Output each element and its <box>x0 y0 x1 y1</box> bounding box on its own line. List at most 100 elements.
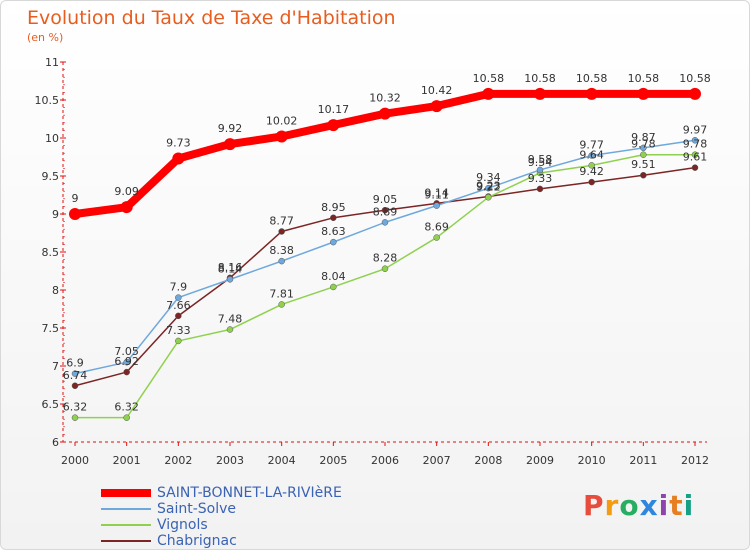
data-label: 9.11 <box>424 189 449 202</box>
data-point <box>585 87 598 100</box>
data-point <box>381 219 389 226</box>
legend-swatch <box>101 540 151 542</box>
data-point <box>534 87 546 100</box>
data-label: 10.58 <box>576 72 608 85</box>
data-point <box>71 382 79 390</box>
data-label: 8.16 <box>218 261 243 274</box>
data-label: 10.32 <box>369 92 401 105</box>
data-point <box>433 234 440 241</box>
y-tick-label: 9 <box>52 208 59 221</box>
data-label: 6.9 <box>66 357 84 370</box>
data-point <box>430 100 443 113</box>
data-point <box>637 87 650 100</box>
logo-letter: t <box>669 489 684 522</box>
data-point <box>536 185 544 193</box>
data-label: 9.78 <box>631 138 656 151</box>
data-label: 9.61 <box>683 151 708 164</box>
data-label: 7.9 <box>170 281 188 294</box>
legend-swatch <box>101 508 151 510</box>
data-label: 7.05 <box>114 345 139 358</box>
data-label: 6.74 <box>63 369 88 382</box>
data-label: 10.58 <box>679 72 711 85</box>
data-label: 7.66 <box>166 299 191 312</box>
data-point <box>123 368 130 376</box>
data-point <box>224 138 236 151</box>
x-tick-label: 2000 <box>61 454 89 467</box>
data-label: 9.97 <box>683 123 708 136</box>
data-label: 9.14 <box>424 186 449 199</box>
data-point <box>381 206 389 214</box>
data-point <box>275 130 288 143</box>
x-tick-label: 2010 <box>578 454 606 467</box>
data-point <box>485 184 492 192</box>
data-point <box>433 202 440 209</box>
data-point <box>175 337 182 345</box>
y-tick-label: 9.5 <box>42 170 60 183</box>
y-tick-label: 11 <box>45 56 59 69</box>
data-point <box>175 294 182 301</box>
data-label: 10.58 <box>524 72 556 85</box>
data-point <box>588 178 595 186</box>
proxiti-logo: Proxiti <box>583 489 694 522</box>
data-label: 8.38 <box>269 244 294 257</box>
data-point <box>327 119 340 132</box>
chart-subtitle: (en %) <box>27 31 64 44</box>
legend-label: Saint-Solve <box>157 501 237 517</box>
data-point <box>123 358 130 366</box>
data-label: 9.09 <box>114 185 139 198</box>
data-label: 7.48 <box>218 313 243 326</box>
legend-label: SAINT-BONNET-LA-RIVIèRE <box>157 485 342 501</box>
data-point <box>640 171 647 179</box>
data-label: 8.95 <box>321 201 346 214</box>
legend-label: Vignols <box>157 517 208 533</box>
legend-item: Saint-Solve <box>101 501 342 517</box>
data-point <box>640 144 647 152</box>
data-label: 10.17 <box>318 103 350 116</box>
logo-letter: x <box>639 489 659 522</box>
data-point <box>330 283 337 291</box>
data-point <box>71 370 79 377</box>
logo-letter: P <box>583 489 605 522</box>
y-tick-label: 10.5 <box>35 94 60 107</box>
x-tick-label: 2006 <box>371 454 399 467</box>
x-tick-label: 2005 <box>319 454 347 467</box>
data-label: 9 <box>72 192 79 205</box>
data-label: 9.33 <box>528 172 553 185</box>
x-tick-label: 2011 <box>629 454 657 467</box>
data-label: 8.63 <box>321 225 346 238</box>
data-point <box>278 257 285 265</box>
y-tick-label: 6.5 <box>42 398 60 411</box>
data-label: 9.54 <box>528 156 553 169</box>
data-label: 8.28 <box>373 252 398 265</box>
data-point <box>640 151 647 158</box>
data-point <box>172 152 185 165</box>
data-point <box>691 137 699 144</box>
data-point <box>691 164 699 171</box>
y-tick-label: 7.5 <box>42 322 60 335</box>
data-point <box>330 238 337 246</box>
data-label: 10.02 <box>266 114 298 127</box>
data-label: 6.32 <box>63 401 88 414</box>
legend-item: SAINT-BONNET-LA-RIVIèRE <box>101 485 342 501</box>
data-point <box>536 166 544 174</box>
data-label: 9.78 <box>683 138 708 151</box>
data-label: 9.92 <box>218 122 243 135</box>
x-tick-label: 2007 <box>423 454 451 467</box>
data-label: 10.42 <box>421 84 453 97</box>
legend-item: Vignols <box>101 517 342 533</box>
data-point <box>330 214 337 222</box>
x-tick-label: 2002 <box>164 454 192 467</box>
data-point <box>691 151 699 158</box>
data-label: 9.64 <box>579 148 604 161</box>
data-point <box>482 87 495 100</box>
legend-swatch <box>101 489 151 497</box>
legend-item: Chabrignac <box>101 533 342 549</box>
data-point <box>485 194 492 201</box>
data-point <box>120 201 133 214</box>
y-tick-label: 8.5 <box>42 246 60 259</box>
x-tick-label: 2012 <box>681 454 709 467</box>
logo-letter: i <box>658 489 670 522</box>
data-label: 8.77 <box>269 214 294 227</box>
